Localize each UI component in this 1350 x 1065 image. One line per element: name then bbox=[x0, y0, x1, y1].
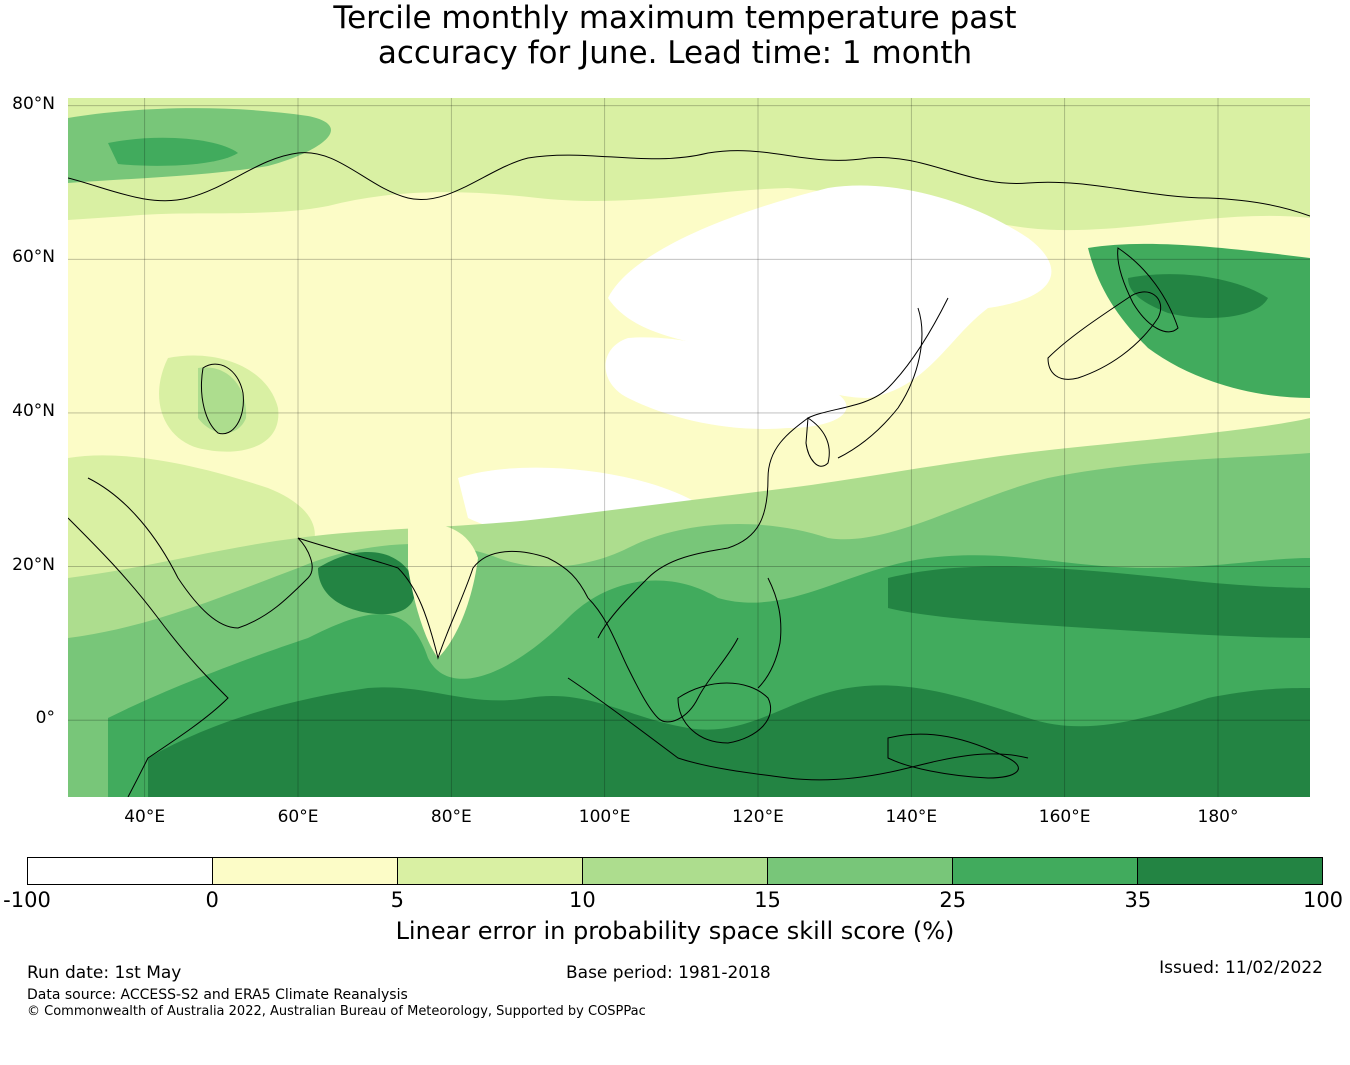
colorbar-tick-label: 0 bbox=[205, 888, 219, 912]
colorbar-tick-label: 100 bbox=[1302, 888, 1344, 912]
issued-date: Issued: 11/02/2022 bbox=[1159, 958, 1323, 978]
colorbar-tick-label: 10 bbox=[569, 888, 596, 912]
colorbar-bin bbox=[398, 858, 583, 884]
colorbar-tick-label: 35 bbox=[1124, 888, 1152, 912]
coastlines bbox=[68, 150, 1310, 797]
longitude-label: 120°E bbox=[732, 807, 784, 827]
skill-region-caspian-core bbox=[198, 367, 247, 433]
coastline-korea bbox=[805, 417, 830, 467]
coastline-indonesia bbox=[567, 677, 1029, 781]
colorbar-bin bbox=[768, 858, 953, 884]
map-title-line-2: accuracy for June. Lead time: 1 month bbox=[377, 35, 973, 71]
copyright: © Commonwealth of Australia 2022, Austra… bbox=[27, 1004, 646, 1019]
longitude-label: 160°E bbox=[1038, 807, 1091, 827]
coastline-caspian bbox=[200, 363, 244, 435]
colorbar-bin bbox=[1138, 858, 1322, 884]
coastline-kamchatka bbox=[1117, 247, 1179, 333]
latitude-label: 80°N bbox=[12, 93, 55, 114]
skill-score-map bbox=[68, 98, 1310, 797]
longitude-label: 80°E bbox=[430, 807, 472, 827]
skill-score-map-svg bbox=[68, 98, 1310, 797]
latitude-label: 40°N bbox=[12, 400, 55, 421]
base-period: Base period: 1981-2018 bbox=[566, 963, 771, 983]
coastline-arabia bbox=[87, 477, 313, 629]
coastline-new-guinea bbox=[887, 733, 1019, 779]
skill-region-siberia-low bbox=[608, 185, 1052, 398]
skill-region-tropics-high bbox=[148, 685, 1310, 797]
coastline-arctic bbox=[68, 150, 1310, 217]
coastline-africa bbox=[68, 517, 229, 797]
longitude-label: 100°E bbox=[578, 807, 631, 827]
skill-region-pacific-high bbox=[888, 566, 1310, 638]
skill-region-barents-core bbox=[108, 137, 238, 166]
latitude-label: 60°N bbox=[12, 247, 55, 268]
coastline-philippines bbox=[757, 577, 782, 689]
latitude-label: 20°N bbox=[12, 554, 55, 575]
coastline-east-asia bbox=[597, 297, 949, 639]
skill-region-arabian-sea-high bbox=[318, 551, 416, 615]
colorbar-bin bbox=[28, 858, 213, 884]
skill-region-arctic bbox=[68, 98, 1310, 231]
colorbar-tick-label: 15 bbox=[754, 888, 781, 912]
graticule bbox=[68, 98, 1310, 797]
latitude-label: 0° bbox=[35, 708, 55, 729]
longitude-label: 60°E bbox=[277, 807, 319, 827]
skill-region-mongolia-low bbox=[605, 337, 847, 429]
longitude-label: 180° bbox=[1197, 807, 1239, 827]
longitude-label: 140°E bbox=[885, 807, 938, 827]
coastline-borneo bbox=[677, 682, 772, 744]
colorbar-tick-label: -100 bbox=[3, 888, 51, 912]
coastline-japan bbox=[837, 307, 923, 459]
map-title-line-1: Tercile monthly maximum temperature past bbox=[333, 0, 1017, 36]
run-date: Run date: 1st May bbox=[27, 963, 182, 983]
colorbar bbox=[27, 857, 1323, 885]
colorbar-bin bbox=[953, 858, 1138, 884]
skill-region-nw-pacific-core bbox=[1128, 274, 1268, 318]
colorbar-label: Linear error in probability space skill … bbox=[395, 917, 955, 945]
coastline-south-asia bbox=[297, 537, 589, 660]
data-source: Data source: ACCESS-S2 and ERA5 Climate … bbox=[27, 987, 408, 1003]
skill-region-india-low bbox=[408, 524, 478, 658]
colorbar-bin bbox=[583, 858, 768, 884]
longitude-label: 40°E bbox=[124, 807, 166, 827]
coastline-okhotsk bbox=[1047, 291, 1162, 380]
colorbar-tick-label: 5 bbox=[390, 888, 404, 912]
colorbar-bin bbox=[213, 858, 398, 884]
colorbar-tick-label: 25 bbox=[939, 888, 967, 912]
coastline-indochina bbox=[587, 597, 739, 723]
